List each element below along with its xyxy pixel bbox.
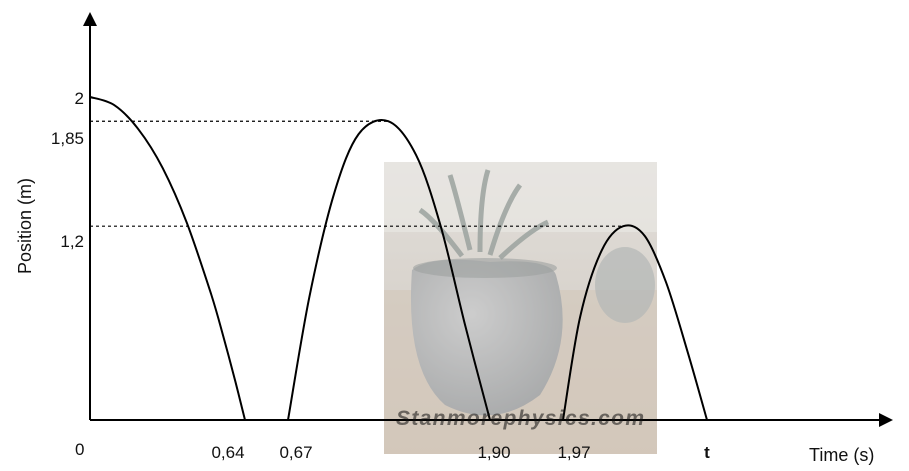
x-axis-arrow-icon [879,413,893,427]
x-tick-label: 0,67 [279,443,312,462]
y-tick-label: 2 [75,89,84,108]
watermark-text: Stanmorephysics.com [396,407,644,430]
origin-label: 0 [75,440,84,459]
watermark-photo [384,162,657,454]
y-axis-arrow-icon [83,12,97,26]
trajectory-curve-2 [287,119,491,421]
y-tick-label: 1,85 [51,129,84,148]
x-tick-label: 1,97 [557,443,590,462]
x-tick-label: 1,90 [477,443,510,462]
trajectory-curve-3 [562,224,708,421]
x-axis-title: Time (s) [809,445,874,465]
y-tick-label: 1,2 [60,232,84,251]
x-tick-label: t [704,443,710,462]
y-axis-title: Position (m) [15,178,35,274]
trajectory-curve-1 [89,96,246,421]
curves-layer [89,96,708,421]
x-tick-label: 0,64 [211,443,244,462]
reference-lines-layer [90,120,624,227]
